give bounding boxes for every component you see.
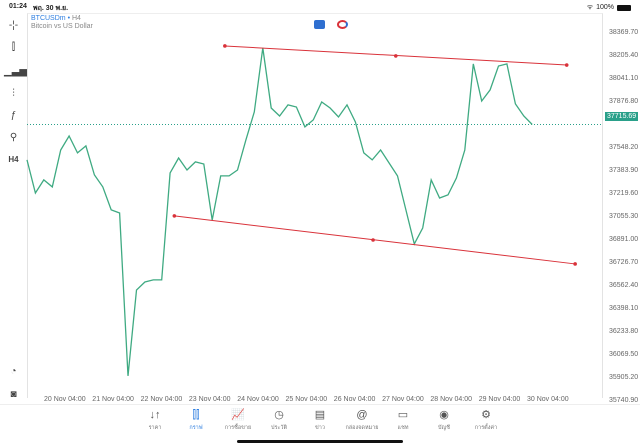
objects-icon[interactable]: ⚲ — [9, 132, 18, 143]
time-tick: 30 Nov 04:00 — [527, 396, 569, 403]
price-tick: 36233.80 — [609, 328, 639, 335]
price-tick: 36398.10 — [609, 305, 639, 312]
price-tick: 38369.70 — [609, 29, 639, 36]
chat-icon: ▭ — [397, 409, 409, 421]
battery-icon — [617, 4, 631, 11]
nav-history[interactable]: ◷ ประวัติ — [254, 409, 304, 432]
settings-icon: ⚙ — [481, 409, 491, 421]
quick-trade — [314, 20, 348, 29]
nav-chat[interactable]: ▭ แชท — [378, 409, 428, 432]
chart-area[interactable] — [27, 13, 603, 398]
status-date: พฤ. 30 พ.ย. — [33, 5, 69, 12]
trendline-anchor — [393, 54, 398, 58]
settings-sliders-icon[interactable]: ⫶ — [12, 88, 15, 99]
trendline-anchor — [172, 214, 177, 218]
symbol-timeframe: H4 — [71, 15, 81, 22]
nav-label: บัญชี — [438, 425, 450, 431]
nav-label: แชท — [397, 425, 409, 431]
candles-icon[interactable]: ⫿ — [11, 42, 16, 53]
nav-label: กราฟ — [189, 425, 203, 431]
battery-percent: 100% — [596, 4, 614, 11]
time-tick: 20 Nov 04:00 — [44, 396, 86, 403]
nav-mailbox[interactable]: @ กล่องจดหมาย — [337, 409, 387, 432]
symbol-description: Bitcoin vs US Dollar — [31, 23, 93, 30]
crosshair-icon[interactable]: -¦- — [8, 20, 19, 31]
time-tick: 23 Nov 04:00 — [188, 396, 231, 403]
trendline-anchor — [564, 63, 569, 67]
nav-label: ราคา — [148, 425, 162, 431]
nav-trade[interactable]: 📈 การซื้อขาย — [213, 409, 263, 432]
news-icon: ▤ — [314, 409, 326, 421]
time-tick: 21 Nov 04:00 — [92, 396, 134, 403]
price-tick: 37219.60 — [609, 190, 639, 197]
time-tick: 22 Nov 04:00 — [140, 396, 183, 403]
signal-icon[interactable]: ◔ — [10, 366, 17, 377]
symbol-header: BTCUSDm • H4 Bitcoin vs US Dollar — [31, 15, 93, 30]
trendline-anchor — [223, 44, 227, 48]
price-tick: 36726.70 — [609, 259, 639, 266]
time-tick: 27 Nov 04:00 — [382, 396, 424, 403]
chart-icon: ⫿⫿ — [192, 409, 200, 421]
wifi-icon: ᯤ — [586, 4, 594, 11]
nav-label: ข่าว — [315, 425, 325, 431]
last-price-label: 37715.69 — [605, 112, 639, 121]
time-tick: 28 Nov 04:00 — [430, 396, 473, 403]
price-tick: 35740.90 — [609, 397, 639, 404]
time-tick: 29 Nov 04:00 — [478, 396, 521, 403]
account-icon: ◉ — [439, 409, 449, 421]
function-icon[interactable]: ƒ — [10, 110, 17, 121]
price-tick: 38041.10 — [609, 75, 639, 82]
one-click-trade-icon[interactable] — [314, 20, 325, 29]
bottom-nav: ↓↑ ราคา ⫿⫿ กราฟ 📈 การซื้อขาย ◷ ประวัติ ▤ ข่าว @ กล่… — [0, 404, 640, 434]
price-tick: 35905.20 — [609, 374, 639, 381]
nav-label: การตั้งค่า — [474, 425, 498, 431]
trendline-anchor — [371, 238, 375, 242]
price-tick: 37876.80 — [609, 98, 639, 105]
status-bar: 01:24 พฤ. 30 พ.ย. ᯤ 100% — [0, 0, 640, 13]
status-time: 01:24 — [9, 3, 27, 10]
indicators-icon[interactable]: ▁▃▅ — [4, 66, 28, 77]
price-tick: 37383.90 — [609, 167, 639, 174]
time-tick: 24 Nov 04:00 — [237, 396, 279, 403]
nav-label: ประวัติ — [270, 425, 288, 431]
home-indicator — [237, 440, 403, 443]
status-right: ᯤ 100% — [587, 3, 631, 12]
left-toolbar: -¦- ⫿ ▁▃▅ ⫶ ƒ ⚲ H4 ◔ ◙ — [0, 14, 27, 404]
symbol-name[interactable]: BTCUSDm — [31, 15, 66, 22]
depth-icon[interactable] — [337, 20, 348, 29]
price-tick: 38205.40 — [609, 52, 639, 59]
price-tick: 37055.30 — [609, 213, 639, 220]
price-tick: 37548.20 — [609, 144, 639, 151]
quotes-icon: ↓↑ — [149, 409, 161, 421]
time-tick: 26 Nov 04:00 — [333, 396, 376, 403]
app-logo-icon[interactable]: ◙ — [10, 389, 17, 400]
nav-account[interactable]: ◉ บัญชี — [419, 409, 469, 432]
nav-news[interactable]: ▤ ข่าว — [295, 409, 345, 432]
mailbox-icon: @ — [356, 409, 368, 421]
nav-settings[interactable]: ⚙ การตั้งค่า — [461, 409, 511, 432]
price-tick: 36891.00 — [609, 236, 639, 243]
trade-icon: 📈 — [231, 409, 245, 421]
timeframe-button[interactable]: H4 — [8, 155, 19, 164]
time-tick: 25 Nov 04:00 — [285, 396, 328, 403]
price-tick: 36069.50 — [609, 351, 639, 358]
price-tick: 36562.40 — [609, 282, 639, 289]
nav-label: การซื้อขาย — [224, 425, 252, 431]
nav-quotes[interactable]: ↓↑ ราคา — [130, 409, 180, 432]
trendline-anchor — [573, 262, 577, 266]
nav-chart[interactable]: ⫿⫿ กราฟ — [171, 409, 221, 432]
history-icon: ◷ — [274, 409, 284, 421]
nav-label: กล่องจดหมาย — [345, 425, 379, 431]
price-line — [26, 47, 533, 376]
